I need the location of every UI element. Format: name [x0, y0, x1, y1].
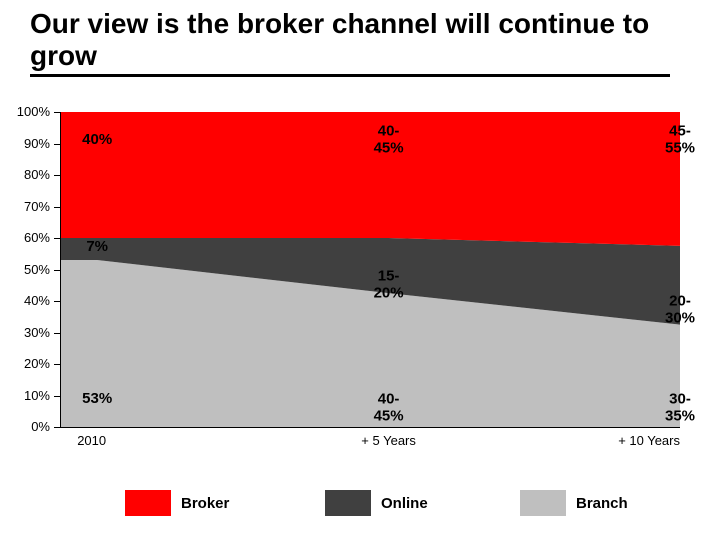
segment-label: 53%	[82, 390, 112, 407]
legend-label: Broker	[181, 495, 229, 512]
y-axis-label: 10%	[0, 388, 50, 403]
legend-swatch	[520, 490, 566, 516]
legend-item-online: Online	[325, 490, 428, 516]
segment-label: 40- 45%	[374, 124, 404, 157]
y-axis-label: 90%	[0, 136, 50, 151]
legend-swatch	[125, 490, 171, 516]
y-axis-label: 40%	[0, 293, 50, 308]
segment-label: 15- 20%	[374, 269, 404, 302]
x-category-label: + 5 Years	[361, 433, 416, 448]
segment-label: 40- 45%	[374, 392, 404, 425]
y-tick	[54, 207, 60, 208]
x-axis-line	[60, 427, 680, 428]
y-tick	[54, 301, 60, 302]
y-tick	[54, 427, 60, 428]
y-axis-label: 100%	[0, 104, 50, 119]
y-tick	[54, 364, 60, 365]
y-axis-label: 60%	[0, 230, 50, 245]
y-tick	[54, 144, 60, 145]
y-axis-label: 70%	[0, 199, 50, 214]
segment-label: 45- 55%	[665, 124, 695, 157]
y-tick	[54, 333, 60, 334]
y-axis-label: 20%	[0, 356, 50, 371]
segment-label: 30- 35%	[665, 392, 695, 425]
segment-label: 40%	[82, 132, 112, 149]
y-axis-label: 50%	[0, 262, 50, 277]
segment-label: 7%	[86, 239, 108, 256]
x-category-label: 2010	[77, 433, 106, 448]
legend-swatch	[325, 490, 371, 516]
y-tick	[54, 396, 60, 397]
y-tick	[54, 175, 60, 176]
y-axis-label: 30%	[0, 325, 50, 340]
chart-plot-area	[60, 112, 680, 427]
y-axis-label: 0%	[0, 419, 50, 434]
stacked-area-chart: 0% 10% 20% 30% 40% 50% 60% 70% 80% 90% 100% 53% 40- …	[0, 0, 720, 540]
y-tick	[54, 270, 60, 271]
area-broker	[60, 112, 680, 246]
legend-label: Online	[381, 495, 428, 512]
y-axis-line	[60, 112, 61, 427]
segment-label: 20- 30%	[665, 294, 695, 327]
legend-item-branch: Branch	[520, 490, 628, 516]
y-tick	[54, 112, 60, 113]
x-category-label: + 10 Years	[618, 433, 680, 448]
legend-label: Branch	[576, 495, 628, 512]
legend-item-broker: Broker	[125, 490, 229, 516]
y-axis-label: 80%	[0, 167, 50, 182]
y-tick	[54, 238, 60, 239]
